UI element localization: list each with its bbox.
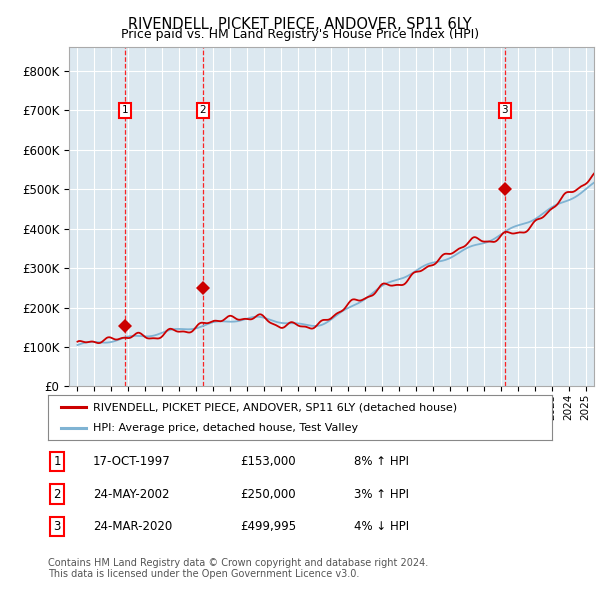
Text: Contains HM Land Registry data © Crown copyright and database right 2024.
This d: Contains HM Land Registry data © Crown c…	[48, 558, 428, 579]
Text: 24-MAR-2020: 24-MAR-2020	[93, 520, 172, 533]
Text: 3% ↑ HPI: 3% ↑ HPI	[354, 487, 409, 501]
Text: 3: 3	[53, 520, 61, 533]
Text: Price paid vs. HM Land Registry's House Price Index (HPI): Price paid vs. HM Land Registry's House …	[121, 28, 479, 41]
Text: 3: 3	[502, 106, 508, 115]
Text: 17-OCT-1997: 17-OCT-1997	[93, 455, 171, 468]
Text: £499,995: £499,995	[240, 520, 296, 533]
Text: £250,000: £250,000	[240, 487, 296, 501]
Text: £153,000: £153,000	[240, 455, 296, 468]
Text: 2: 2	[53, 487, 61, 501]
Text: 8% ↑ HPI: 8% ↑ HPI	[354, 455, 409, 468]
Text: 1: 1	[53, 455, 61, 468]
Text: 2: 2	[199, 106, 206, 115]
Text: HPI: Average price, detached house, Test Valley: HPI: Average price, detached house, Test…	[94, 424, 358, 434]
Text: RIVENDELL, PICKET PIECE, ANDOVER, SP11 6LY (detached house): RIVENDELL, PICKET PIECE, ANDOVER, SP11 6…	[94, 402, 457, 412]
Text: 4% ↓ HPI: 4% ↓ HPI	[354, 520, 409, 533]
Text: RIVENDELL, PICKET PIECE, ANDOVER, SP11 6LY: RIVENDELL, PICKET PIECE, ANDOVER, SP11 6…	[128, 17, 472, 31]
Text: 1: 1	[121, 106, 128, 115]
Text: 24-MAY-2002: 24-MAY-2002	[93, 487, 170, 501]
